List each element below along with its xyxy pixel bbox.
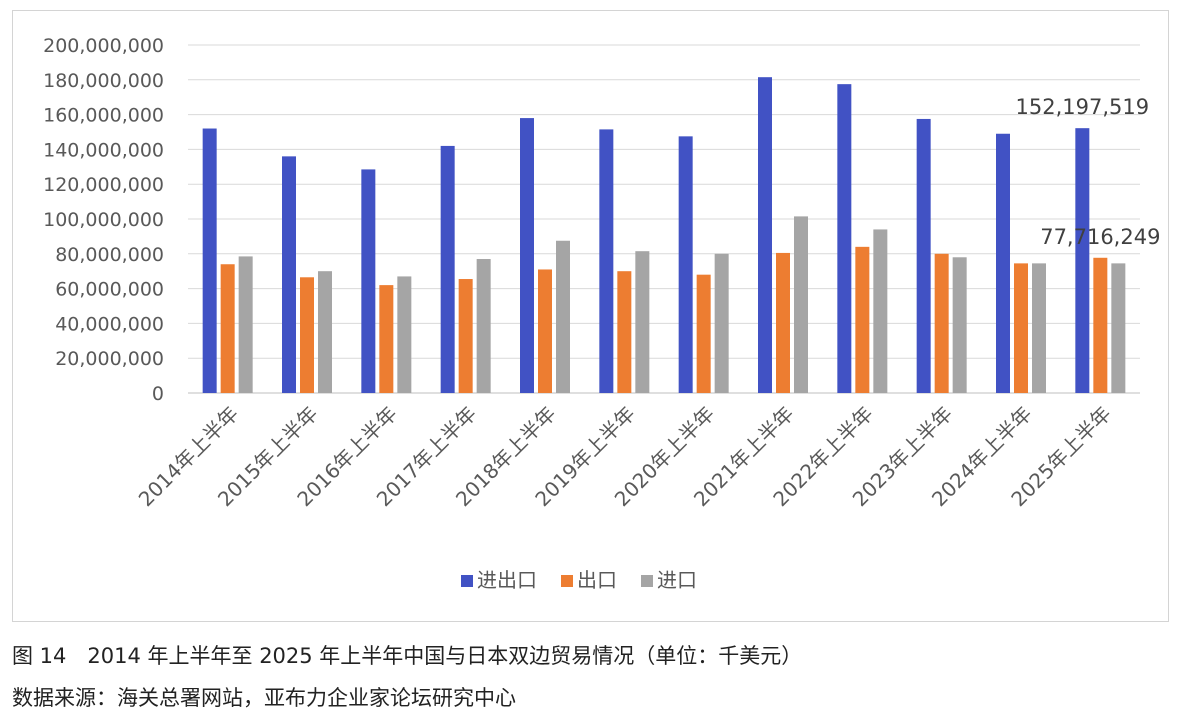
bar-export [617,271,632,393]
figure-caption: 图 14 2014 年上半年至 2025 年上半年中国与日本双边贸易情况（单位：… [12,644,803,668]
bar-export [934,253,949,393]
bar-import [397,276,412,393]
y-tick-label: 80,000,000 [55,244,164,266]
bar-import [556,240,570,393]
y-tick-label: 0 [152,383,164,405]
bar-total [282,156,296,393]
bar-total [678,136,693,393]
bar-export [300,277,314,393]
y-tick-label: 40,000,000 [55,313,164,335]
bar-total [440,145,455,393]
bar-total [916,118,931,393]
bar-import [238,256,253,393]
bar-export [379,285,394,393]
bar-total [1075,128,1090,393]
bar-export [855,246,870,393]
y-tick-label: 100,000,000 [43,209,164,231]
bar-total [996,133,1010,393]
bar-total [520,118,534,393]
legend-swatch [561,575,573,587]
bar-import [1032,263,1046,393]
legend-swatch [641,575,653,587]
bar-total [202,128,217,393]
y-tick-label: 180,000,000 [43,70,164,92]
y-tick-label: 120,000,000 [43,174,164,196]
bar-export [538,269,552,393]
bar-export [696,274,711,393]
bar-import [476,259,491,393]
legend-label: 进出口 [477,568,537,592]
bar-import [873,229,888,393]
source-note: 数据来源：海关总署网站，亚布力企业家论坛研究中心 [12,686,516,710]
y-tick-label: 200,000,000 [43,35,164,57]
bar-export [458,279,473,393]
chart-container: 0 20,000,000 40,000,000 60,000,000 80,000,00… [12,10,1169,622]
bar-total [837,84,852,394]
bar-import [794,216,808,393]
bar-export [1093,257,1108,393]
bar-import [635,251,650,393]
bar-import [714,253,729,393]
data-label: 152,197,519 [1016,95,1150,119]
bar-total [599,129,614,393]
bar-chart: 0 20,000,000 40,000,000 60,000,000 80,000,00… [43,35,1160,592]
bar-export [220,264,235,393]
bar-total [758,77,772,393]
bar-export [1014,263,1028,393]
bar-import [1111,263,1126,393]
y-tick-label: 20,000,000 [55,348,164,370]
bar-export [776,252,790,393]
bar-import [318,271,332,393]
y-tick-label: 160,000,000 [43,105,164,127]
bar-import [952,257,967,393]
y-tick-label: 60,000,000 [55,279,164,301]
bar-total [361,169,376,393]
legend-swatch [461,575,473,587]
data-label: 77,716,249 [1040,225,1160,249]
y-tick-label: 140,000,000 [43,139,164,161]
legend-label: 出口 [577,568,617,592]
legend-label: 进口 [657,568,697,592]
